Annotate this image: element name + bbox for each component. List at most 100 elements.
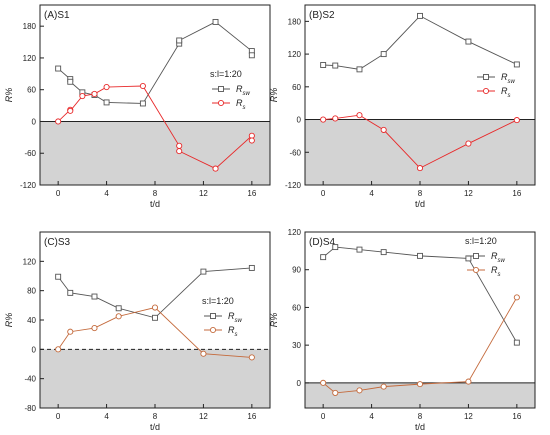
y-tick-label: 60 [27, 86, 36, 95]
data-point-sw [248, 264, 255, 271]
panel-title: (B)S2 [309, 10, 335, 21]
y-tick-label: -80 [24, 404, 36, 413]
data-point-s [212, 165, 219, 172]
y-axis-label: R% [4, 88, 14, 103]
legend-marker-s [217, 99, 225, 107]
x-tick-label: 12 [464, 189, 473, 198]
legend-marker-sw [473, 253, 479, 259]
data-point-s [332, 389, 339, 396]
data-point-s [55, 346, 62, 353]
data-point-sw [417, 12, 423, 19]
data-point-sw [513, 339, 520, 346]
y-tick-label: 30 [292, 341, 301, 350]
legend-label-sw: Rsw [491, 251, 506, 264]
legend-label-s: Rs [236, 98, 246, 111]
data-point-s [103, 84, 110, 91]
data-point-sw [176, 37, 183, 44]
y-axis-label: R% [269, 88, 279, 103]
legend-label-s: Rs [228, 325, 238, 338]
legend-label-s: Rs [491, 265, 501, 278]
data-point-sw [212, 18, 219, 25]
legend-label-sw: Rsw [236, 84, 251, 97]
data-point-s [139, 82, 146, 90]
y-tick-label: 120 [23, 257, 37, 266]
data-point-sw [356, 66, 363, 73]
data-point-sw [67, 78, 74, 85]
data-point-s [55, 118, 62, 125]
x-tick-label: 0 [321, 412, 326, 421]
y-tick-label: -60 [24, 149, 36, 158]
data-point-s [356, 112, 363, 119]
data-point-sw [103, 99, 110, 106]
y-tick-label: 180 [288, 17, 302, 26]
x-tick-label: 4 [104, 412, 109, 421]
y-tick-label: 120 [23, 54, 37, 63]
data-point-sw [513, 61, 520, 68]
data-point-sw [91, 293, 98, 300]
legend-label-sw: Rsw [501, 72, 516, 85]
y-tick-label: 120 [288, 228, 302, 237]
y-tick-label: 0 [297, 116, 302, 125]
x-axis-label: t/d [150, 422, 160, 432]
data-point-s [115, 313, 122, 320]
data-point-s [248, 137, 255, 144]
data-point-sw [332, 62, 339, 69]
data-point-sw [115, 305, 122, 312]
data-point-s [67, 107, 74, 114]
data-point-s [248, 354, 255, 361]
data-point-sw [320, 254, 327, 261]
data-point-sw [55, 273, 62, 280]
x-tick-label: 4 [104, 189, 109, 198]
data-point-s [513, 117, 520, 124]
x-tick-label: 0 [321, 189, 326, 198]
x-axis-label: t/d [415, 199, 425, 209]
x-tick-label: 4 [369, 412, 374, 421]
y-tick-label: 60 [292, 83, 301, 92]
data-point-s [176, 148, 183, 155]
chart-panel-1: -120 -60 0 60 120 180 0 4 8 12 16 t/d R% (A)S1 s:l=1:2… [4, 4, 271, 209]
x-tick-label: 0 [56, 189, 61, 198]
y-tick-label: 0 [32, 345, 37, 354]
x-tick-label: 12 [199, 189, 208, 198]
x-tick-label: 12 [199, 412, 208, 421]
x-tick-label: 16 [247, 189, 256, 198]
data-point-s [151, 304, 159, 311]
data-point-sw [332, 244, 339, 251]
data-point-s [320, 116, 327, 123]
y-tick-label: 180 [23, 22, 37, 31]
legend-title: s:l=1:20 [202, 296, 234, 306]
legend-marker-s [209, 326, 217, 334]
x-tick-label: 4 [369, 189, 374, 198]
x-tick-label: 12 [464, 412, 473, 421]
legend-marker-sw [210, 313, 216, 319]
x-tick-label: 16 [247, 412, 256, 421]
panel-title: (A)S1 [44, 10, 70, 21]
data-point-sw [67, 289, 74, 296]
x-tick-label: 16 [512, 412, 521, 421]
series-line-s [322, 297, 518, 394]
y-axis-label: R% [4, 313, 14, 328]
negative-region [40, 121, 270, 185]
y-tick-label: 60 [292, 303, 301, 312]
x-axis-label: t/d [150, 199, 160, 209]
data-point-sw [152, 314, 158, 321]
legend-label-sw: Rsw [228, 311, 243, 324]
legend-marker-s [482, 87, 490, 95]
y-tick-label: 80 [27, 287, 36, 296]
x-axis-label: t/d [415, 422, 425, 432]
chart-panel-3: -80 -40 0 40 80 120 0 4 8 12 16 t/d R% (C)S3 s:l=1:20 R… [4, 231, 271, 432]
y-axis-label: R% [269, 313, 279, 328]
data-point-s [91, 90, 98, 97]
y-tick-label: -40 [24, 375, 36, 384]
data-point-sw [417, 252, 423, 259]
data-point-s [176, 142, 183, 149]
x-tick-label: 0 [56, 412, 61, 421]
data-point-s [79, 93, 86, 100]
